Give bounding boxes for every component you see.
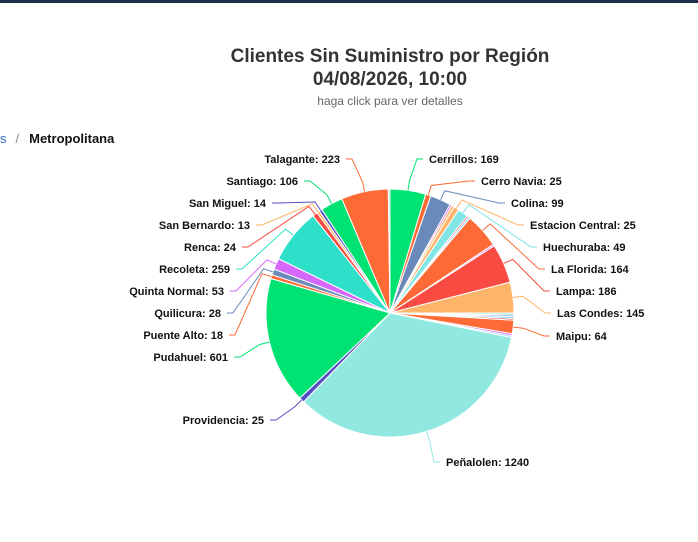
connector-line [440,190,505,204]
data-label-renca[interactable]: Renca: 24 [184,242,237,254]
chart-title: Clientes Sin Suministro por Región [230,46,550,67]
pie-slice-vitacura[interactable] [387,188,391,314]
connector-line [270,399,303,421]
connector-line [304,180,333,204]
data-label-peñalolen[interactable]: Peñalolen: 1240 [446,457,529,469]
data-label-recoleta[interactable]: Recoleta: 259 [159,264,230,276]
connector-line [462,204,537,248]
chart-subtitle[interactable]: haga click para ver detalles [317,94,463,108]
connector-line [234,341,270,358]
chart-datetime: 04/08/2026, 10:00 [312,69,468,90]
breadcrumb: s / Metropolitana [0,131,114,146]
data-label-quilicura[interactable]: Quilicura: 28 [154,308,221,320]
connector-line [236,228,294,270]
connector-line [407,158,423,191]
connector-line [230,259,277,292]
connector-line [503,258,550,292]
data-label-colina[interactable]: Colina: 99 [511,198,564,210]
connector-line [272,201,322,211]
data-label-san-miguel[interactable]: San Miguel: 14 [189,198,267,210]
connector-line [229,273,272,336]
pie-slice-peñalolen[interactable] [302,312,513,438]
data-label-pudahuel[interactable]: Pudahuel: 601 [153,352,228,364]
data-label-san-bernardo[interactable]: San Bernardo: 13 [159,220,250,232]
connector-line [227,268,274,314]
data-label-talagante[interactable]: Talagante: 223 [264,154,340,166]
connector-line [482,223,545,270]
data-label-huechuraba[interactable]: Huechuraba: 49 [543,242,626,254]
top-bar [0,0,698,3]
data-label-estacion-central[interactable]: Estacion Central: 25 [530,220,636,232]
connector-line [426,431,440,463]
connector-line [242,205,316,248]
data-label-quinta-normal[interactable]: Quinta Normal: 53 [129,286,224,298]
connector-line [456,199,524,226]
data-label-providencia[interactable]: Providencia: 25 [183,415,264,427]
data-label-la-florida[interactable]: La Florida: 164 [551,264,630,276]
data-label-lampa[interactable]: Lampa: 186 [556,286,617,298]
data-label-santiago[interactable]: Santiago: 106 [226,176,298,188]
data-label-maipu[interactable]: Maipu: 64 [556,331,608,343]
data-label-cerro-navia[interactable]: Cerro Navia: 25 [481,176,562,188]
data-label-las-condes[interactable]: Las Condes: 145 [557,308,644,320]
connector-line [256,203,319,226]
connector-line [512,295,551,314]
connector-line [427,180,475,196]
connector-line [346,158,366,192]
data-label-puente-alto[interactable]: Puente Alto: 18 [143,330,223,342]
data-label-cerrillos[interactable]: Cerrillos: 169 [429,154,499,166]
breadcrumb-back-link[interactable]: s [0,131,7,146]
breadcrumb-separator: / [15,131,20,146]
connector-line [513,326,550,337]
breadcrumb-current: Metropolitana [29,131,115,146]
